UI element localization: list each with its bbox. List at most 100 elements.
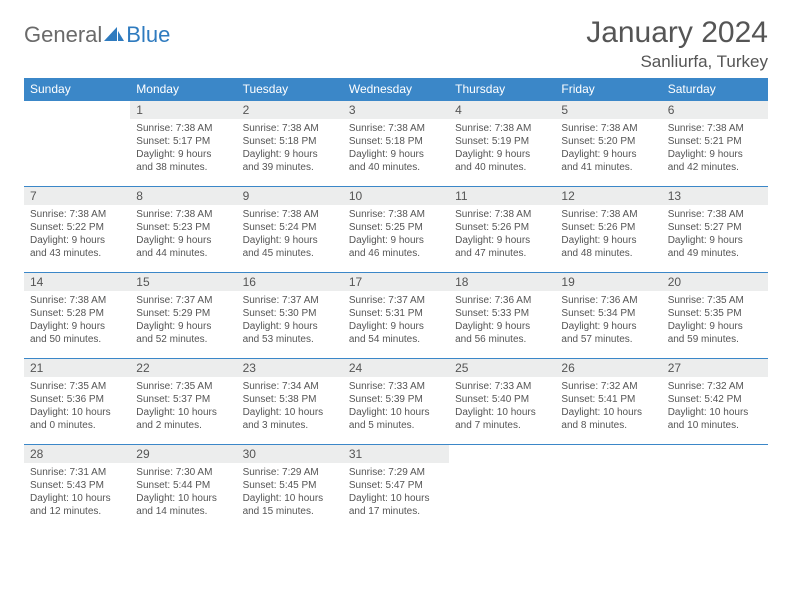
- calendar-cell: 23Sunrise: 7:34 AMSunset: 5:38 PMDayligh…: [237, 359, 343, 445]
- day-number: 8: [130, 187, 236, 205]
- day-number: 31: [343, 445, 449, 463]
- day-details: Sunrise: 7:35 AMSunset: 5:35 PMDaylight:…: [662, 291, 768, 350]
- day-details: Sunrise: 7:38 AMSunset: 5:22 PMDaylight:…: [24, 205, 130, 264]
- day-number: 21: [24, 359, 130, 377]
- calendar-row: 14Sunrise: 7:38 AMSunset: 5:28 PMDayligh…: [24, 273, 768, 359]
- day-number: 27: [662, 359, 768, 377]
- day-number: 11: [449, 187, 555, 205]
- calendar-row: 7Sunrise: 7:38 AMSunset: 5:22 PMDaylight…: [24, 187, 768, 273]
- logo: General Blue: [24, 16, 170, 48]
- calendar-cell: [555, 445, 661, 531]
- day-details: Sunrise: 7:30 AMSunset: 5:44 PMDaylight:…: [130, 463, 236, 522]
- day-details: Sunrise: 7:31 AMSunset: 5:43 PMDaylight:…: [24, 463, 130, 522]
- calendar-cell: [24, 101, 130, 187]
- day-number: 28: [24, 445, 130, 463]
- day-number: 1: [130, 101, 236, 119]
- day-details: Sunrise: 7:36 AMSunset: 5:34 PMDaylight:…: [555, 291, 661, 350]
- day-number: 6: [662, 101, 768, 119]
- day-details: Sunrise: 7:38 AMSunset: 5:27 PMDaylight:…: [662, 205, 768, 264]
- calendar-cell: 28Sunrise: 7:31 AMSunset: 5:43 PMDayligh…: [24, 445, 130, 531]
- calendar-cell: 26Sunrise: 7:32 AMSunset: 5:41 PMDayligh…: [555, 359, 661, 445]
- calendar-cell: 24Sunrise: 7:33 AMSunset: 5:39 PMDayligh…: [343, 359, 449, 445]
- calendar-head: SundayMondayTuesdayWednesdayThursdayFrid…: [24, 78, 768, 101]
- calendar-cell: 13Sunrise: 7:38 AMSunset: 5:27 PMDayligh…: [662, 187, 768, 273]
- day-details: Sunrise: 7:37 AMSunset: 5:30 PMDaylight:…: [237, 291, 343, 350]
- day-details: Sunrise: 7:38 AMSunset: 5:25 PMDaylight:…: [343, 205, 449, 264]
- day-number: 19: [555, 273, 661, 291]
- calendar-cell: [449, 445, 555, 531]
- day-number: 3: [343, 101, 449, 119]
- calendar-cell: 20Sunrise: 7:35 AMSunset: 5:35 PMDayligh…: [662, 273, 768, 359]
- calendar-cell: 27Sunrise: 7:32 AMSunset: 5:42 PMDayligh…: [662, 359, 768, 445]
- day-details: Sunrise: 7:38 AMSunset: 5:26 PMDaylight:…: [555, 205, 661, 264]
- day-number: 4: [449, 101, 555, 119]
- day-details: Sunrise: 7:32 AMSunset: 5:42 PMDaylight:…: [662, 377, 768, 436]
- day-number: 7: [24, 187, 130, 205]
- calendar-cell: 17Sunrise: 7:37 AMSunset: 5:31 PMDayligh…: [343, 273, 449, 359]
- day-details: Sunrise: 7:33 AMSunset: 5:39 PMDaylight:…: [343, 377, 449, 436]
- day-number: 23: [237, 359, 343, 377]
- day-details: Sunrise: 7:38 AMSunset: 5:26 PMDaylight:…: [449, 205, 555, 264]
- day-details: Sunrise: 7:35 AMSunset: 5:37 PMDaylight:…: [130, 377, 236, 436]
- weekday-header: Friday: [555, 78, 661, 101]
- day-details: Sunrise: 7:38 AMSunset: 5:24 PMDaylight:…: [237, 205, 343, 264]
- day-number: 16: [237, 273, 343, 291]
- day-number: 13: [662, 187, 768, 205]
- day-details: Sunrise: 7:38 AMSunset: 5:23 PMDaylight:…: [130, 205, 236, 264]
- weekday-header: Sunday: [24, 78, 130, 101]
- calendar-cell: 12Sunrise: 7:38 AMSunset: 5:26 PMDayligh…: [555, 187, 661, 273]
- calendar-cell: 25Sunrise: 7:33 AMSunset: 5:40 PMDayligh…: [449, 359, 555, 445]
- calendar-cell: 31Sunrise: 7:29 AMSunset: 5:47 PMDayligh…: [343, 445, 449, 531]
- day-number: 20: [662, 273, 768, 291]
- calendar-cell: 8Sunrise: 7:38 AMSunset: 5:23 PMDaylight…: [130, 187, 236, 273]
- calendar-cell: 21Sunrise: 7:35 AMSunset: 5:36 PMDayligh…: [24, 359, 130, 445]
- calendar-cell: 22Sunrise: 7:35 AMSunset: 5:37 PMDayligh…: [130, 359, 236, 445]
- calendar-cell: 19Sunrise: 7:36 AMSunset: 5:34 PMDayligh…: [555, 273, 661, 359]
- day-details: Sunrise: 7:38 AMSunset: 5:18 PMDaylight:…: [343, 119, 449, 178]
- day-details: Sunrise: 7:37 AMSunset: 5:31 PMDaylight:…: [343, 291, 449, 350]
- logo-text-blue: Blue: [126, 22, 170, 48]
- day-details: Sunrise: 7:38 AMSunset: 5:21 PMDaylight:…: [662, 119, 768, 178]
- calendar-cell: 15Sunrise: 7:37 AMSunset: 5:29 PMDayligh…: [130, 273, 236, 359]
- calendar-cell: 7Sunrise: 7:38 AMSunset: 5:22 PMDaylight…: [24, 187, 130, 273]
- day-number: 17: [343, 273, 449, 291]
- calendar-cell: 14Sunrise: 7:38 AMSunset: 5:28 PMDayligh…: [24, 273, 130, 359]
- calendar-cell: [662, 445, 768, 531]
- location: Sanliurfa, Turkey: [586, 52, 768, 72]
- calendar-cell: 11Sunrise: 7:38 AMSunset: 5:26 PMDayligh…: [449, 187, 555, 273]
- day-number: 10: [343, 187, 449, 205]
- day-number: 15: [130, 273, 236, 291]
- calendar-row: 1Sunrise: 7:38 AMSunset: 5:17 PMDaylight…: [24, 101, 768, 187]
- calendar-cell: 5Sunrise: 7:38 AMSunset: 5:20 PMDaylight…: [555, 101, 661, 187]
- day-details: Sunrise: 7:29 AMSunset: 5:45 PMDaylight:…: [237, 463, 343, 522]
- calendar-body: 1Sunrise: 7:38 AMSunset: 5:17 PMDaylight…: [24, 101, 768, 531]
- day-number: 30: [237, 445, 343, 463]
- calendar-cell: 2Sunrise: 7:38 AMSunset: 5:18 PMDaylight…: [237, 101, 343, 187]
- calendar-cell: 9Sunrise: 7:38 AMSunset: 5:24 PMDaylight…: [237, 187, 343, 273]
- weekday-header: Thursday: [449, 78, 555, 101]
- calendar-row: 21Sunrise: 7:35 AMSunset: 5:36 PMDayligh…: [24, 359, 768, 445]
- day-details: Sunrise: 7:35 AMSunset: 5:36 PMDaylight:…: [24, 377, 130, 436]
- calendar-cell: 29Sunrise: 7:30 AMSunset: 5:44 PMDayligh…: [130, 445, 236, 531]
- weekday-header: Saturday: [662, 78, 768, 101]
- day-number: 2: [237, 101, 343, 119]
- calendar-cell: 16Sunrise: 7:37 AMSunset: 5:30 PMDayligh…: [237, 273, 343, 359]
- day-number: 12: [555, 187, 661, 205]
- day-number: 9: [237, 187, 343, 205]
- logo-sail-icon: [104, 27, 124, 43]
- day-number: 26: [555, 359, 661, 377]
- calendar-cell: 1Sunrise: 7:38 AMSunset: 5:17 PMDaylight…: [130, 101, 236, 187]
- logo-text-general: General: [24, 22, 102, 48]
- calendar-cell: 10Sunrise: 7:38 AMSunset: 5:25 PMDayligh…: [343, 187, 449, 273]
- day-number: 22: [130, 359, 236, 377]
- calendar-cell: 30Sunrise: 7:29 AMSunset: 5:45 PMDayligh…: [237, 445, 343, 531]
- day-number: 24: [343, 359, 449, 377]
- header: General Blue January 2024 Sanliurfa, Tur…: [24, 16, 768, 72]
- calendar-cell: 4Sunrise: 7:38 AMSunset: 5:19 PMDaylight…: [449, 101, 555, 187]
- calendar-cell: 3Sunrise: 7:38 AMSunset: 5:18 PMDaylight…: [343, 101, 449, 187]
- calendar-table: SundayMondayTuesdayWednesdayThursdayFrid…: [24, 78, 768, 531]
- weekday-header: Monday: [130, 78, 236, 101]
- day-details: Sunrise: 7:33 AMSunset: 5:40 PMDaylight:…: [449, 377, 555, 436]
- day-details: Sunrise: 7:29 AMSunset: 5:47 PMDaylight:…: [343, 463, 449, 522]
- day-details: Sunrise: 7:36 AMSunset: 5:33 PMDaylight:…: [449, 291, 555, 350]
